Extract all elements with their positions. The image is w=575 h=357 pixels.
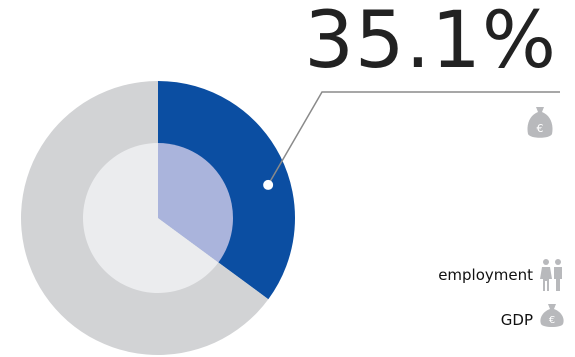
legend-label-gdp: GDP <box>500 311 533 329</box>
svg-text:€: € <box>549 315 555 326</box>
money-bag-icon: € <box>527 107 553 138</box>
callout-dot <box>263 179 274 190</box>
people-icon <box>539 258 565 292</box>
legend-item-employment: employment <box>438 258 565 292</box>
callout-line <box>267 91 560 186</box>
slice-employment-1 <box>83 143 219 293</box>
svg-text:€: € <box>537 122 544 135</box>
highlight-value: 35.1% <box>304 0 557 86</box>
legend-item-gdp: GDP € <box>501 303 565 337</box>
legend-label-employment: employment <box>438 266 533 284</box>
money-bag-icon: € <box>539 303 565 337</box>
slice-employment-0 <box>158 143 234 263</box>
